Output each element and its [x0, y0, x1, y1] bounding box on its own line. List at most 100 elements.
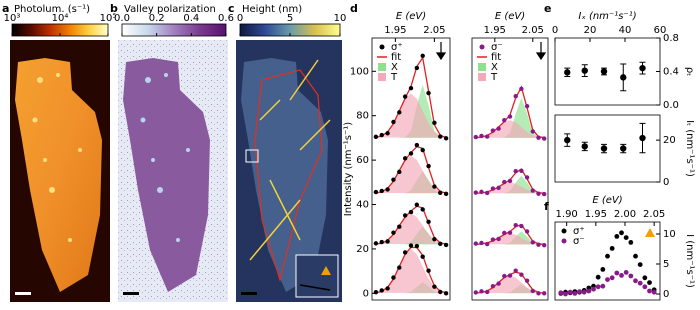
data-point	[420, 207, 425, 212]
data-point	[642, 284, 648, 290]
y-axis-label: I (nm⁻¹s⁻¹)	[684, 234, 695, 288]
component-area	[375, 93, 447, 138]
data-point	[490, 186, 496, 191]
plot-frame	[371, 37, 451, 301]
data-point	[619, 230, 624, 236]
data-point	[391, 119, 396, 125]
colorbar-title: Photolum. (s⁻¹)	[14, 4, 90, 15]
data-point	[485, 289, 490, 295]
y-axis-label: Iₜ (nm⁻¹s⁻¹)	[684, 120, 695, 177]
data-point	[408, 243, 414, 248]
data-point	[513, 169, 518, 174]
legend-label: T	[490, 72, 498, 83]
y-tick-label: 0.4	[663, 67, 679, 78]
data-point	[432, 284, 437, 289]
colorbar-tick-label: 0.2	[149, 13, 165, 24]
data-point	[414, 202, 420, 207]
pl-image	[10, 40, 110, 302]
data-point	[507, 178, 513, 184]
data-point	[577, 289, 582, 294]
data-point	[379, 132, 384, 138]
data-point	[379, 239, 384, 245]
x-tick-label: 20	[584, 25, 597, 36]
data-point	[581, 289, 587, 295]
y-tick-label: 60	[356, 155, 369, 166]
data-point	[536, 242, 541, 247]
data-point	[600, 145, 608, 152]
arrows	[435, 42, 547, 61]
data-point	[438, 289, 443, 295]
data-point	[438, 190, 443, 195]
data-point	[385, 286, 390, 291]
data-point	[637, 262, 643, 267]
x-tick-label: 2.05	[522, 25, 544, 36]
data-point	[490, 128, 496, 133]
data-point	[432, 184, 437, 189]
legend-label: σ⁻	[491, 42, 503, 53]
data-point	[542, 291, 547, 296]
y-axis-label: Intensity (nm⁻¹s⁻¹)	[343, 122, 354, 216]
data-point	[536, 291, 541, 296]
data-point	[414, 65, 420, 71]
data-point	[519, 86, 524, 92]
legend-label: T	[390, 72, 398, 83]
data-point	[507, 114, 513, 119]
data-point	[628, 240, 634, 245]
legend-label: X	[491, 62, 498, 73]
data-point	[614, 270, 620, 276]
data-point	[397, 224, 402, 229]
data-point	[420, 53, 425, 58]
data-point	[637, 280, 643, 286]
colorbar-tick-label: 10⁴	[52, 13, 69, 24]
data-point	[485, 190, 490, 196]
data-point	[432, 236, 437, 242]
data-point	[507, 230, 513, 235]
legend-symbol	[378, 63, 386, 71]
y-tick-label: 0.0	[663, 100, 679, 111]
x-tick-label: 1.95	[585, 209, 607, 220]
y-tick-label: 0.8	[663, 33, 679, 44]
data-point	[402, 94, 408, 99]
data-point	[397, 169, 402, 175]
data-point	[426, 163, 431, 169]
data-point	[438, 134, 443, 139]
data-point	[402, 250, 408, 255]
legend-symbol	[561, 228, 567, 234]
data-point	[524, 278, 530, 283]
legend-label: σ⁺	[573, 226, 585, 237]
data-point	[432, 120, 437, 126]
data-point	[502, 230, 507, 236]
data-point	[519, 168, 524, 173]
data-point	[490, 237, 496, 242]
data-point	[391, 275, 396, 280]
y-tick-label: 0	[663, 289, 669, 300]
data-point	[385, 131, 390, 136]
data-point	[642, 275, 648, 281]
data-point	[397, 265, 402, 270]
legend-label: fit	[491, 52, 501, 63]
colorbar-tick-label: 10	[334, 13, 347, 24]
colorbar-tick-label: 0.6	[218, 13, 234, 24]
legend-symbol	[478, 73, 486, 81]
data-point	[524, 175, 530, 180]
data-point	[502, 179, 507, 185]
x-axis-label: E (eV)	[396, 11, 426, 22]
legend-label: X	[391, 62, 398, 73]
plot-frame	[554, 221, 661, 301]
data-point	[373, 134, 379, 140]
data-point	[485, 134, 490, 139]
data-point	[600, 68, 608, 75]
y-tick-label: 20	[356, 244, 369, 255]
data-point	[408, 85, 414, 91]
component-area	[375, 213, 447, 244]
component-area	[375, 155, 447, 193]
data-point	[591, 286, 596, 292]
colorbar-tick-label: 10⁵	[100, 13, 117, 24]
data-point	[496, 236, 501, 242]
data-point	[647, 288, 652, 294]
colorbar-tick-label: 0	[237, 13, 243, 24]
data-point	[379, 288, 384, 293]
data-point	[420, 147, 425, 153]
data-point	[379, 188, 384, 194]
y-tick-label: 5	[663, 259, 669, 270]
